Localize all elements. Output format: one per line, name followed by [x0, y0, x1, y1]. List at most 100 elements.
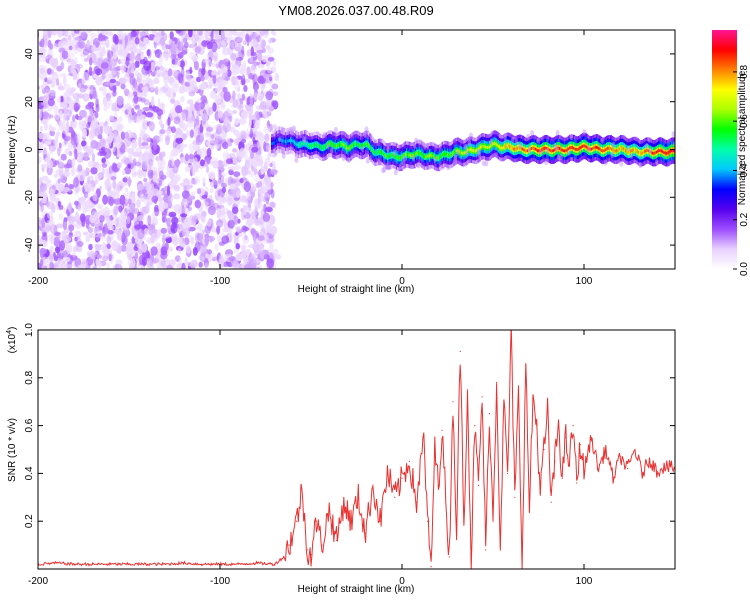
noise-cell: [255, 113, 260, 121]
ridge-cell: [416, 151, 419, 155]
noise-cell: [38, 54, 40, 64]
ridge-halo: [555, 129, 560, 136]
noise-cell: [57, 30, 63, 36]
ridge-halo: [511, 136, 515, 143]
ridge-cell: [321, 146, 325, 150]
noise-cell: [270, 30, 276, 35]
noise-cell: [76, 63, 83, 69]
noise-cell: [102, 255, 109, 262]
ridge-halo: [672, 141, 675, 148]
ridge-cell: [569, 146, 572, 150]
noise-cell: [212, 102, 217, 112]
ridge-cell: [319, 145, 322, 149]
snr-point: [315, 520, 318, 522]
noise-cell: [57, 147, 61, 157]
noise-cell: [247, 30, 253, 36]
noise-cell: [44, 258, 51, 264]
spectrogram-x-ticks: -200 -100 0 100: [28, 30, 593, 287]
noise-cell: [97, 203, 103, 210]
ridge-cell: [491, 143, 494, 147]
noise-cell: [106, 243, 111, 249]
noise-cell: [241, 109, 248, 118]
noise-cell: [234, 83, 241, 91]
noise-cell: [261, 55, 268, 63]
noise-cell: [154, 86, 159, 95]
noise-cell: [105, 31, 114, 36]
ridge-cell: [343, 143, 346, 147]
noise-cell: [175, 137, 183, 144]
noise-cell: [170, 69, 179, 77]
noise-cell: [200, 159, 205, 167]
noise-cell: [127, 198, 132, 205]
ridge-cell: [439, 155, 442, 159]
noise-cell: [200, 95, 207, 104]
noise-cell: [74, 36, 83, 41]
ridge-cell: [400, 156, 404, 159]
noise-cell: [257, 64, 265, 69]
ridge-cell: [617, 148, 620, 152]
ridge-cell: [358, 144, 362, 148]
ridge-cell: [288, 139, 291, 142]
ridge-cell: [313, 143, 316, 147]
noise-cell: [184, 209, 191, 214]
noise-cell: [184, 179, 191, 185]
noise-cell: [271, 83, 279, 90]
ridge-halo: [611, 141, 616, 148]
noise-cell: [237, 133, 242, 138]
noise-cell: [199, 147, 208, 158]
ridge-halo: [341, 155, 346, 162]
noise-cell: [134, 37, 140, 45]
ridge-cell: [602, 149, 605, 153]
ridge-cell: [486, 146, 489, 149]
noise-cell: [84, 181, 89, 192]
noise-cell: [46, 225, 51, 231]
noise-cell: [45, 113, 50, 124]
noise-cell: [200, 75, 205, 82]
noise-cell: [134, 105, 141, 110]
ridge-cell: [428, 154, 432, 158]
noise-cell: [251, 146, 259, 153]
snr-scale-exponent: 4: [6, 330, 13, 334]
ridge-cell: [578, 147, 581, 151]
ridge-cell: [668, 150, 671, 154]
ridge-halo: [469, 132, 473, 139]
noise-cell: [106, 262, 111, 269]
noise-cell: [112, 51, 118, 60]
noise-cell: [144, 149, 149, 157]
noise-cell: [184, 153, 189, 162]
ridge-cell: [595, 145, 598, 149]
ridge-halo: [569, 134, 574, 141]
ridge-cell: [487, 146, 490, 149]
ridge-cell: [290, 138, 293, 142]
noise-cell: [40, 195, 47, 204]
noise-cell: [173, 241, 179, 246]
snr-point: [488, 413, 490, 415]
noise-cell: [259, 35, 263, 44]
snr-point: [274, 563, 276, 565]
noise-cell: [77, 206, 82, 212]
noise-cell: [106, 235, 112, 245]
noise-cell: [137, 228, 145, 240]
noise-cell: [77, 93, 84, 99]
snr-point: [612, 477, 614, 479]
ridge-halo: [365, 157, 370, 164]
noise-cell: [138, 136, 142, 147]
noise-cell: [239, 117, 247, 126]
noise-cell: [235, 226, 241, 232]
ridge-cell: [283, 139, 286, 143]
noise-cell: [162, 233, 171, 239]
noise-cell: [101, 157, 106, 164]
ridge-halo: [298, 149, 303, 156]
ridge-halo: [467, 140, 472, 146]
noise-cell: [198, 261, 203, 268]
snr-point: [634, 448, 636, 451]
noise-cell: [134, 252, 139, 259]
noise-cell: [222, 228, 230, 233]
snr-point: [201, 563, 203, 565]
noise-cell: [167, 116, 171, 127]
noise-cell: [215, 133, 220, 140]
ridge-cell: [459, 150, 462, 154]
snr-panel: -200 -100 0 100 0.2 0.4 0.6 0.8 1.0 Height of s…: [6, 323, 676, 595]
snr-point: [583, 470, 585, 472]
noise-cell: [63, 186, 70, 193]
